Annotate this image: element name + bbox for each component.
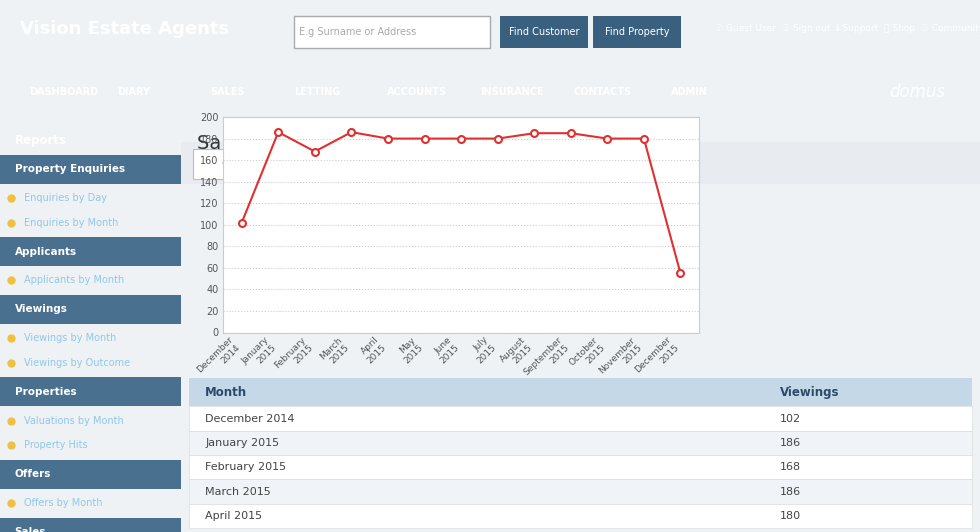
Text: Sales: Sales <box>15 527 46 532</box>
FancyBboxPatch shape <box>189 378 972 406</box>
Text: 168: 168 <box>780 462 802 472</box>
FancyBboxPatch shape <box>189 455 972 479</box>
Text: domus: domus <box>890 83 946 101</box>
Text: Applicants by Month: Applicants by Month <box>24 276 123 286</box>
Text: 186: 186 <box>780 487 802 496</box>
Text: Applicants: Applicants <box>15 247 76 256</box>
Text: Sales Viewings by Month: Sales Viewings by Month <box>197 134 439 153</box>
Text: ADMIN: ADMIN <box>671 87 709 97</box>
Text: Viewings by Outcome: Viewings by Outcome <box>24 358 129 368</box>
Text: Enquiries by Month: Enquiries by Month <box>24 218 118 228</box>
Text: to: to <box>318 159 329 169</box>
FancyBboxPatch shape <box>593 16 681 48</box>
FancyBboxPatch shape <box>337 149 457 179</box>
FancyBboxPatch shape <box>0 377 181 406</box>
FancyBboxPatch shape <box>189 479 972 504</box>
Text: Vision Estate Agents: Vision Estate Agents <box>20 20 228 38</box>
Text: 180: 180 <box>780 511 802 521</box>
Text: Go  🔍: Go 🔍 <box>476 159 506 169</box>
Text: LETTING: LETTING <box>294 87 340 97</box>
Text: December 2014: December 2014 <box>205 413 295 423</box>
Text: 09/12/2015: 09/12/2015 <box>365 159 429 169</box>
Text: Viewings: Viewings <box>780 386 840 399</box>
FancyBboxPatch shape <box>294 16 490 48</box>
Text: 102: 102 <box>780 413 802 423</box>
Text: Properties: Properties <box>15 387 76 397</box>
FancyBboxPatch shape <box>0 155 181 184</box>
FancyBboxPatch shape <box>181 143 980 184</box>
Text: January 2015: January 2015 <box>205 438 279 448</box>
FancyBboxPatch shape <box>465 149 516 179</box>
Text: Reports: Reports <box>15 134 67 147</box>
Text: Find Property: Find Property <box>605 27 669 37</box>
Text: Viewings: Viewings <box>15 304 68 314</box>
Text: INSURANCE: INSURANCE <box>480 87 544 97</box>
Text: Property Hits: Property Hits <box>24 440 87 451</box>
Text: Valuations by Month: Valuations by Month <box>24 415 123 426</box>
FancyBboxPatch shape <box>0 295 181 324</box>
Text: Offers by Month: Offers by Month <box>24 498 102 508</box>
Text: SALES: SALES <box>211 87 245 97</box>
FancyBboxPatch shape <box>0 460 181 489</box>
Text: Property Enquiries: Property Enquiries <box>15 164 124 174</box>
Text: April 2015: April 2015 <box>205 511 263 521</box>
Text: Month: Month <box>205 386 247 399</box>
Text: ACCOUNTS: ACCOUNTS <box>387 87 447 97</box>
Text: Enquiries by Day: Enquiries by Day <box>24 193 107 203</box>
FancyBboxPatch shape <box>189 406 972 431</box>
FancyBboxPatch shape <box>0 518 181 532</box>
Text: Find Customer: Find Customer <box>509 27 579 37</box>
Text: Offers: Offers <box>15 469 51 479</box>
Text: March 2015: March 2015 <box>205 487 271 496</box>
Text: DASHBOARD: DASHBOARD <box>29 87 99 97</box>
FancyBboxPatch shape <box>193 149 313 179</box>
Text: DIARY: DIARY <box>118 87 151 97</box>
FancyBboxPatch shape <box>189 431 972 455</box>
Text: ☉ Guest User  ☉ Sign out  ℹ Support  ⛒ Shop  ☉ Community: ☉ Guest User ☉ Sign out ℹ Support ⛒ Shop… <box>715 24 980 33</box>
FancyBboxPatch shape <box>0 237 181 266</box>
Text: Viewings by Month: Viewings by Month <box>24 333 116 343</box>
Text: CONTACTS: CONTACTS <box>573 87 631 97</box>
Text: 186: 186 <box>780 438 802 448</box>
FancyBboxPatch shape <box>189 504 972 528</box>
Text: 01/12/2014: 01/12/2014 <box>221 159 285 169</box>
Text: February 2015: February 2015 <box>205 462 286 472</box>
FancyBboxPatch shape <box>500 16 588 48</box>
Text: E.g Surname or Address: E.g Surname or Address <box>299 27 416 37</box>
